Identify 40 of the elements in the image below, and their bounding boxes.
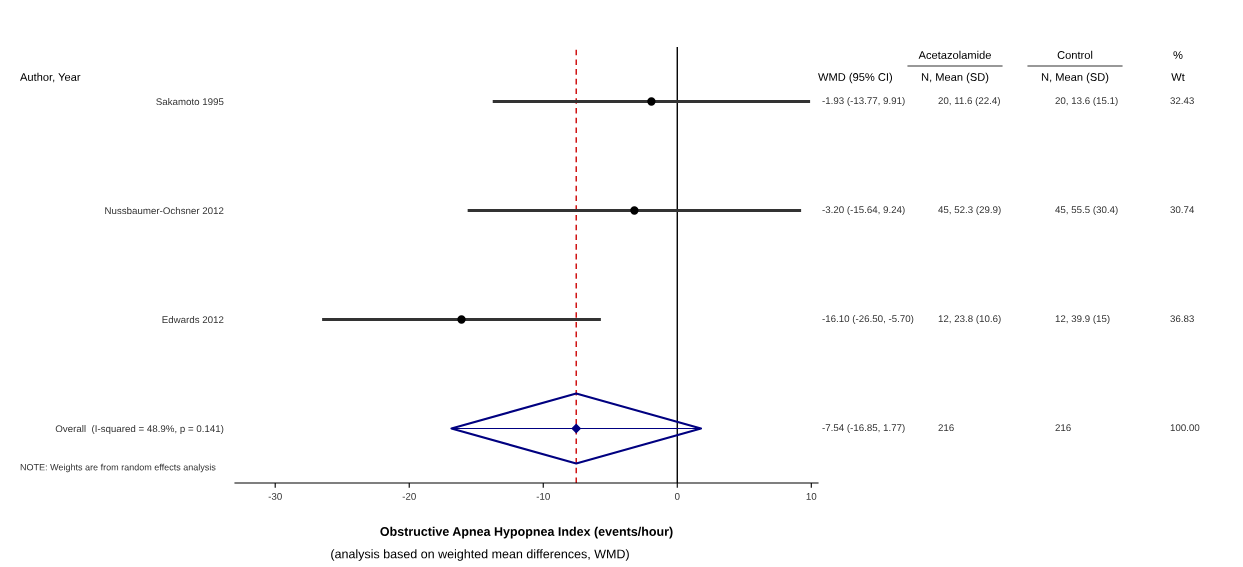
x-tick-label: -10	[536, 492, 550, 500]
text: N, Mean (SD)	[1041, 72, 1109, 84]
text: -3.20 (-15.64, 9.24)	[822, 205, 905, 216]
text: Acetazolamide	[918, 50, 991, 59]
text: 45, 52.3 (29.9)	[938, 205, 1001, 216]
x-tick-label: -20	[402, 492, 416, 500]
text: WMD (95% CI)	[818, 72, 892, 84]
text: -7.54 (-16.85, 1.77)	[822, 423, 905, 434]
x-tick-label: 0	[674, 492, 680, 500]
text: Wt	[1171, 73, 1185, 81]
text: NOTE: Weights are from random effects analysis	[20, 463, 216, 473]
y-tick-label: Edwards 2012	[162, 315, 224, 324]
x-tick-label: 10	[806, 492, 817, 500]
point	[457, 315, 466, 324]
text: 45, 55.5 (30.4)	[1055, 205, 1118, 216]
y-tick-label: Nussbaumer-Ochsner 2012	[105, 206, 224, 215]
text: 216	[1055, 424, 1071, 432]
text: 36.83	[1170, 315, 1194, 323]
y-tick-label: Overall (I-squared = 48.9%, p = 0.141)	[55, 424, 224, 435]
text: 30.74	[1170, 206, 1195, 214]
point	[647, 97, 656, 106]
x-tick-label: -30	[268, 492, 282, 500]
point	[630, 206, 639, 215]
text: Control	[1057, 50, 1093, 59]
point	[571, 423, 581, 434]
text: -16.10 (-26.50, -5.70)	[822, 314, 914, 325]
y-tick-label: Sakamoto 1995	[156, 97, 224, 106]
text: N, Mean (SD)	[921, 72, 989, 84]
text: 12, 23.8 (10.6)	[938, 314, 1001, 325]
text: 12, 39.9 (15)	[1055, 314, 1110, 325]
text: 100.00	[1170, 424, 1200, 432]
text: Author, Year	[20, 72, 81, 83]
text: %	[1173, 51, 1183, 59]
text: (analysis based on weighted mean differences, WMD)	[331, 549, 629, 561]
x-axis-title: Obstructive Apnea Hypopnea Index (events/hour)	[380, 526, 673, 539]
text: -1.93 (-13.77, 9.91)	[822, 96, 905, 107]
text: 32.43	[1170, 97, 1194, 105]
text: 20, 11.6 (22.4)	[938, 96, 1000, 107]
text: 20, 13.6 (15.1)	[1055, 96, 1118, 107]
text: 216	[938, 424, 954, 432]
